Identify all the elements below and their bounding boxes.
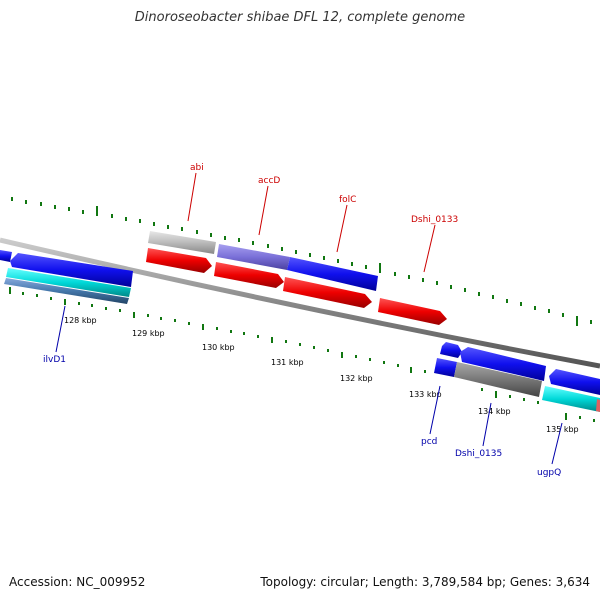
feature-red-arrow-2[interactable] (214, 262, 284, 288)
feature-dshi-0135[interactable] (454, 362, 542, 397)
feature-salmon-edge[interactable] (596, 399, 600, 412)
gene-labels: ilvD1 abi accD folC Dshi_0133 pcd Dshi_0… (43, 163, 561, 478)
gene-label-ugpQ: ugpQ (537, 468, 561, 478)
outer-tick-ring (11, 197, 592, 326)
feature-abi[interactable] (148, 231, 216, 254)
feature-cyan-left[interactable] (6, 268, 131, 297)
feature-red-arrow-1[interactable] (146, 248, 212, 273)
feature-blue-right-2[interactable] (549, 369, 600, 395)
genome-backbone (0, 237, 600, 369)
feature-ilvD1[interactable] (10, 253, 133, 287)
gene-label-dshi-0133: Dshi_0133 (411, 215, 458, 225)
feature-pcd-small[interactable] (440, 342, 462, 358)
feature-dshi-0133[interactable] (378, 298, 447, 325)
feature-blue-right-1[interactable] (460, 347, 546, 381)
gene-label-abi: abi (190, 163, 204, 173)
tick-label-132: 132 kbp (340, 374, 373, 383)
tick-label-133: 133 kbp (409, 390, 442, 399)
tick-label-129: 129 kbp (132, 329, 165, 338)
feature-accD[interactable] (217, 244, 290, 270)
tick-label-131: 131 kbp (271, 358, 304, 367)
feature-steel-left[interactable] (4, 278, 129, 304)
feature-blue-left-edge[interactable] (0, 250, 12, 262)
feature-ugpQ[interactable] (542, 386, 600, 412)
tick-label-128: 128 kbp (64, 316, 97, 325)
gene-label-ilvD1: ilvD1 (43, 355, 66, 365)
gene-label-accD: accD (258, 176, 280, 186)
accession-text: Accession: NC_009952 (9, 575, 146, 589)
leader-lines (55, 172, 563, 465)
scale-labels: 128 kbp 129 kbp 130 kbp 131 kbp 132 kbp … (64, 316, 579, 434)
tick-label-135: 135 kbp (546, 425, 579, 434)
genome-summary-text: Topology: circular; Length: 3,789,584 bp… (260, 575, 590, 589)
tick-label-134: 134 kbp (478, 407, 511, 416)
gene-label-folC: folC (339, 195, 356, 205)
feature-red-arrow-3[interactable] (283, 277, 372, 308)
gene-label-dshi-0135: Dshi_0135 (455, 449, 502, 459)
map-title: Dinoroseobacter shibae DFL 12, complete … (134, 10, 466, 25)
feature-folC[interactable] (287, 257, 378, 291)
feature-pcd[interactable] (434, 358, 457, 377)
inner-tick-ring (9, 287, 595, 422)
tick-label-130: 130 kbp (202, 343, 235, 352)
gene-label-pcd: pcd (421, 437, 437, 447)
